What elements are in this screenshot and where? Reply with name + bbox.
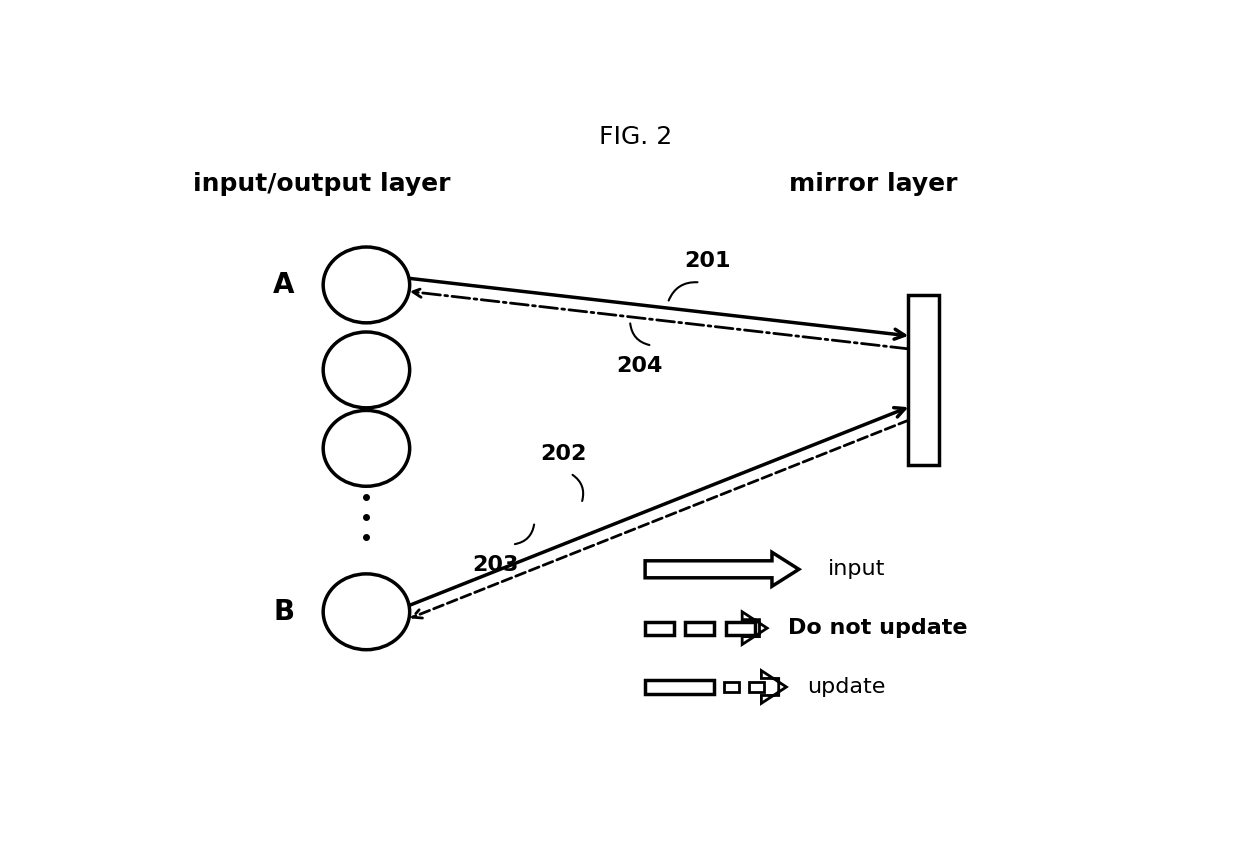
Text: input: input (828, 559, 885, 579)
Bar (686, 621, 714, 635)
Text: update: update (807, 677, 885, 697)
Text: 204: 204 (616, 356, 663, 376)
Bar (909, 295, 939, 464)
Text: FIG. 2: FIG. 2 (599, 125, 672, 149)
Text: 203: 203 (472, 555, 518, 575)
Bar (645, 621, 675, 635)
FancyArrow shape (645, 553, 799, 587)
Text: A: A (273, 271, 294, 299)
Bar (645, 680, 714, 694)
Text: mirror layer: mirror layer (789, 171, 957, 195)
Text: 201: 201 (683, 251, 730, 272)
Text: B: B (273, 598, 294, 626)
Text: Do not update: Do not update (789, 618, 967, 638)
Text: 202: 202 (539, 444, 587, 464)
FancyArrow shape (761, 671, 786, 703)
FancyArrow shape (743, 612, 768, 644)
Bar (725, 621, 755, 635)
Bar (724, 682, 739, 692)
Bar (749, 682, 764, 692)
Text: input/output layer: input/output layer (193, 171, 451, 195)
